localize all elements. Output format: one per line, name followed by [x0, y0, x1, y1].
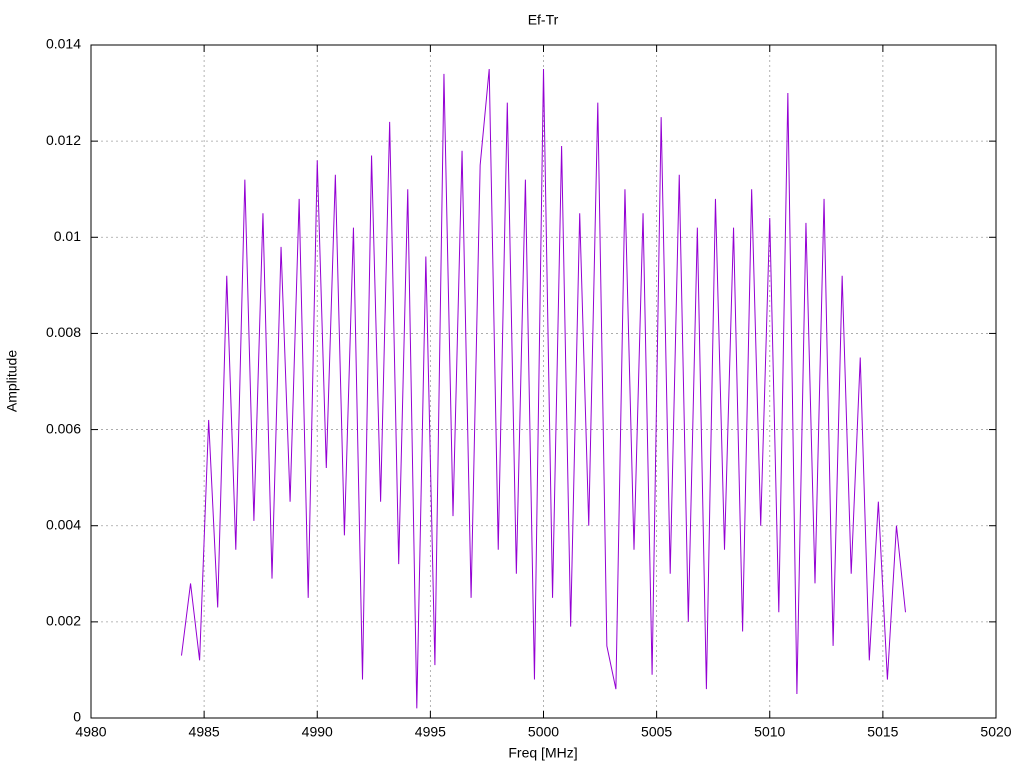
x-tick-label: 5015	[867, 724, 898, 740]
y-tick-label: 0.01	[54, 228, 81, 244]
x-tick-label: 4995	[415, 724, 446, 740]
x-tick-label: 5005	[641, 724, 672, 740]
x-tick-label: 4990	[302, 724, 333, 740]
x-tick-label: 4980	[75, 724, 106, 740]
x-tick-label: 5010	[754, 724, 785, 740]
y-tick-label: 0	[73, 709, 81, 725]
y-tick-label: 0.002	[46, 613, 81, 629]
x-tick-label: 5000	[528, 724, 559, 740]
y-tick-label: 0.008	[46, 324, 81, 340]
x-tick-label: 5020	[980, 724, 1011, 740]
data-line	[181, 68, 906, 709]
x-axis-label: Freq [MHz]	[508, 745, 577, 761]
y-tick-label: 0.014	[46, 36, 81, 52]
y-tick-label: 0.006	[46, 420, 81, 436]
chart-title: Ef-Tr	[528, 12, 559, 28]
y-axis-label: Amplitude	[4, 350, 20, 412]
x-tick-label: 4985	[189, 724, 220, 740]
plot-border	[90, 44, 997, 719]
y-tick-label: 0.012	[46, 132, 81, 148]
y-tick-label: 0.004	[46, 516, 81, 532]
